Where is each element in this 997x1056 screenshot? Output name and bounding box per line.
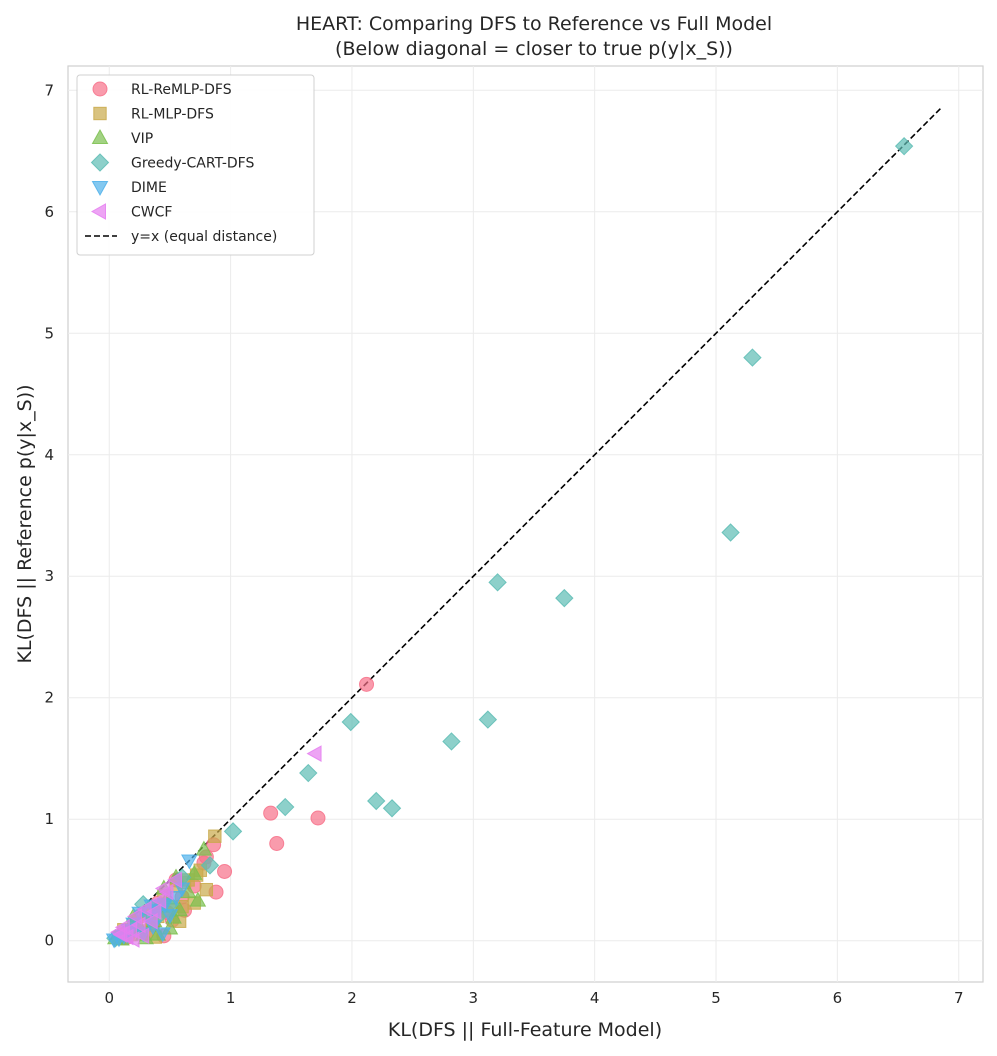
data-point (217, 863, 233, 879)
y-tick-label: 1 (44, 810, 54, 828)
data-point (208, 829, 222, 843)
y-tick-label: 2 (44, 689, 54, 707)
legend-label: DIME (131, 180, 167, 196)
data-point (382, 799, 402, 818)
y-tick-label: 6 (44, 203, 54, 221)
y-axis-ticks: 0 1 2 3 4 5 6 7 (44, 81, 54, 949)
x-tick-label: 5 (711, 989, 721, 1007)
x-tick-label: 7 (954, 989, 964, 1007)
x-axis-label: KL(DFS || Full-Feature Model) (388, 1019, 662, 1041)
legend-marker-square (93, 106, 107, 121)
legend-label: RL-ReMLP-DFS (131, 82, 232, 98)
data-point (126, 908, 142, 925)
data-point (181, 854, 198, 870)
data-point (166, 871, 183, 889)
data-point (142, 912, 158, 930)
data-points (105, 136, 914, 949)
data-point (199, 882, 214, 897)
y-tick-label: 5 (44, 324, 54, 342)
y-tick-label: 4 (44, 446, 54, 464)
data-point (894, 136, 914, 156)
legend-marker-triangle-up (91, 128, 109, 144)
data-point (161, 909, 179, 925)
y-tick-label: 3 (44, 567, 54, 585)
x-tick-label: 6 (833, 989, 843, 1007)
chart-title-line-2: (Below diagonal = closer to true p(y|x_S… (335, 38, 733, 60)
data-point (154, 880, 170, 897)
data-point (109, 923, 125, 941)
data-point (721, 523, 740, 542)
legend-label: CWCF (131, 205, 172, 221)
x-tick-label: 2 (347, 989, 357, 1007)
data-point (478, 710, 498, 729)
legend-marker-circle (92, 81, 108, 97)
y-tick-label: 0 (44, 932, 54, 950)
data-point (442, 732, 461, 751)
data-point (173, 882, 191, 898)
data-point (223, 822, 243, 841)
data-point (124, 931, 140, 948)
x-tick-label: 1 (226, 989, 236, 1007)
equal-distance-line (108, 107, 942, 942)
y-tick-label: 7 (44, 81, 54, 99)
data-point (200, 856, 220, 875)
data-point (269, 836, 285, 852)
data-point (341, 712, 360, 732)
data-point (306, 745, 322, 762)
data-point (488, 573, 507, 592)
data-point (136, 900, 152, 918)
y-axis-label: KL(DFS || Reference p(y|x_S)) (14, 384, 36, 663)
x-tick-label: 4 (590, 989, 600, 1007)
legend-box (76, 74, 315, 256)
data-point (299, 763, 318, 783)
legend: RL-ReMLP-DFS RL-MLP-DFS VIP Greedy-CART-DFS… (76, 74, 315, 256)
data-point (134, 927, 150, 945)
grid-lines (68, 66, 983, 982)
x-axis-ticks: 0 1 2 3 4 5 6 7 (104, 989, 963, 1007)
data-point (154, 927, 172, 943)
x-tick-label: 3 (469, 989, 479, 1007)
legend-label: y=x (equal distance) (131, 229, 277, 245)
data-point (151, 892, 167, 909)
legend-marker-diamond (90, 153, 110, 172)
data-point (276, 797, 295, 817)
legend-label: Greedy-CART-DFS (131, 156, 254, 172)
data-point (743, 348, 762, 367)
legend-marker-triangle-down (91, 181, 109, 197)
legend-label: RL-MLP-DFS (131, 107, 214, 123)
data-point (359, 676, 375, 692)
data-point (195, 840, 213, 856)
data-point (555, 588, 574, 608)
data-point (367, 791, 386, 811)
series-cwcf (109, 745, 322, 948)
data-point (185, 864, 203, 880)
data-point (263, 805, 279, 821)
x-tick-label: 0 (104, 989, 114, 1007)
legend-label: VIP (131, 131, 153, 147)
legend-marker-triangle-left (90, 203, 106, 220)
chart-title-line-1: HEART: Comparing DFS to Reference vs Ful… (296, 13, 772, 35)
data-point (310, 810, 326, 826)
data-point (189, 891, 207, 907)
